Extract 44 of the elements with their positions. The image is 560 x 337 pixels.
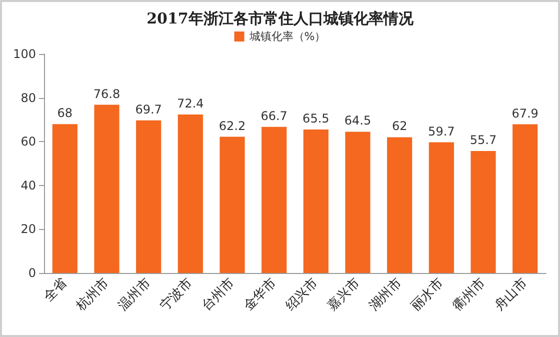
x-tick-label: 宁波市 <box>156 274 196 314</box>
bar <box>387 137 412 273</box>
bar <box>470 151 496 273</box>
bar <box>220 136 245 273</box>
bar <box>178 114 203 273</box>
bar <box>345 132 370 273</box>
bar <box>52 124 78 273</box>
data-label: 69.7 <box>135 102 162 116</box>
data-label: 62.2 <box>218 118 246 133</box>
legend-label: 城镇化率（%） <box>248 30 326 43</box>
data-label: 59.7 <box>428 124 455 138</box>
x-tick-label: 台州市 <box>199 276 238 314</box>
x-tick-label: 绍兴市 <box>283 276 322 314</box>
y-tick-label: 100 <box>13 47 36 61</box>
x-tick-label: 金华市 <box>241 276 280 314</box>
data-label: 65.5 <box>302 112 330 126</box>
bar <box>262 126 287 273</box>
x-tick-label: 衢州市 <box>450 276 489 314</box>
chart-title: 2017年浙江各市常住人口城镇化率情况 <box>146 10 414 28</box>
x-tick-label: 丽水市 <box>408 276 447 314</box>
data-label: 68 <box>57 106 73 120</box>
y-tick-label: 80 <box>20 90 36 105</box>
data-label: 66.7 <box>260 108 288 123</box>
bar <box>94 104 120 273</box>
y-tick-label: 20 <box>20 222 36 236</box>
data-label: 67.9 <box>512 106 538 120</box>
data-label: 62 <box>392 119 408 134</box>
y-tick-label: 40 <box>20 178 36 192</box>
x-tick-label: 嘉兴市 <box>324 276 364 314</box>
data-label: 55.7 <box>470 133 497 148</box>
x-tick-label: 杭州市 <box>73 276 112 315</box>
y-tick-label: 0 <box>28 266 36 280</box>
bar <box>512 124 538 273</box>
data-label: 76.8 <box>93 86 120 101</box>
x-tick-label: 全省 <box>41 276 70 305</box>
data-label: 64.5 <box>344 114 372 128</box>
y-tick-label: 60 <box>20 134 36 149</box>
x-tick-label: 温州市 <box>116 276 154 314</box>
x-tick-label: 湖州市 <box>366 276 405 314</box>
bar <box>303 130 328 273</box>
x-tick-label: 舟山市 <box>492 276 530 314</box>
bar <box>136 120 162 273</box>
data-label: 72.4 <box>177 96 204 110</box>
bar <box>428 142 454 273</box>
